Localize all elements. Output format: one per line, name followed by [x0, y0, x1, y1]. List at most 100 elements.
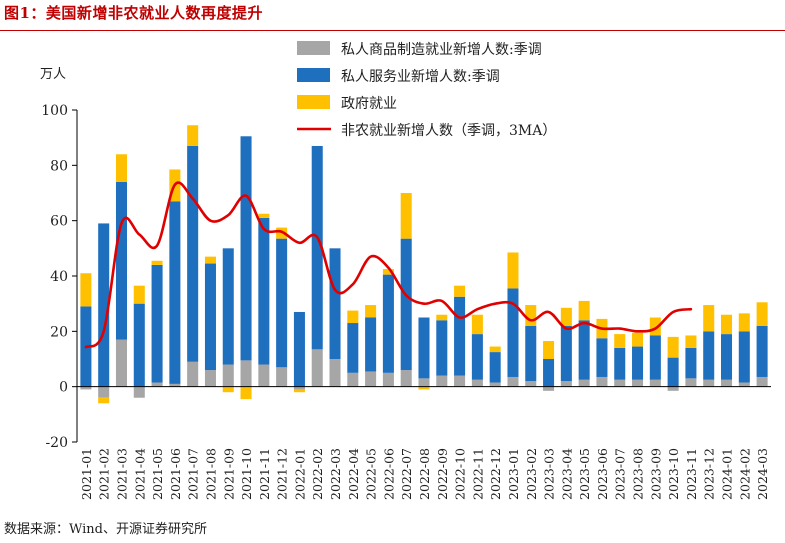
legend: 私人商品制造就业新增人数:季调私人服务业新增人数:季调政府就业非农就业新增人数（…	[297, 41, 556, 139]
bar-government-2022-12	[489, 346, 501, 353]
bar-services-2022-10	[454, 296, 466, 376]
bar-government-2022-10	[454, 285, 466, 297]
bar-services-2021-08	[204, 263, 216, 371]
bar-government-2022-04	[347, 310, 359, 324]
bar-services-2022-01	[293, 311, 305, 387]
bar-manufacturing-2023-03	[543, 386, 555, 391]
bar-government-2021-04	[133, 285, 145, 304]
bar-government-2021-10	[240, 386, 252, 400]
bar-government-2021-11	[258, 213, 270, 218]
bar-services-2024-01	[721, 334, 733, 380]
legend-label-government: 政府就业	[341, 96, 397, 112]
bar-manufacturing-2023-04	[560, 381, 572, 387]
y-tick-label: 0	[59, 380, 68, 396]
bar-services-2021-03	[115, 181, 127, 340]
bar-government-2021-01	[80, 273, 92, 307]
bar-government-2022-11	[471, 314, 483, 335]
bar-manufacturing-2023-09	[649, 379, 661, 387]
bar-manufacturing-2021-10	[240, 360, 252, 387]
x-tick-label: 2021-03	[114, 448, 129, 500]
bar-services-2022-06	[382, 274, 394, 373]
bar-manufacturing-2021-11	[258, 364, 270, 387]
figure-title: 图1：美国新增非农就业人数再度提升	[4, 4, 263, 22]
bar-manufacturing-2021-12	[276, 367, 288, 387]
x-tick-label: 2024-03	[755, 448, 770, 500]
bar-manufacturing-2024-03	[756, 376, 768, 387]
bar-government-2023-11	[685, 335, 697, 348]
bar-manufacturing-2023-02	[525, 381, 537, 387]
legend-swatch-government	[297, 95, 330, 109]
bar-government-2021-02	[98, 397, 110, 404]
bar-services-2024-03	[756, 325, 768, 377]
bar-government-2022-09	[436, 314, 448, 321]
bar-manufacturing-2021-03	[115, 339, 127, 387]
bar-government-2023-02	[525, 305, 537, 326]
bar-manufacturing-2022-02	[311, 349, 323, 387]
bar-manufacturing-2022-07	[400, 370, 412, 387]
bar-services-2023-12	[703, 331, 715, 380]
bar-services-2022-11	[471, 334, 483, 380]
bar-government-2021-08	[204, 256, 216, 264]
bars	[80, 125, 768, 404]
x-tick-label: 2021-04	[132, 448, 147, 500]
bar-services-2023-02	[525, 325, 537, 382]
bar-manufacturing-2023-05	[578, 379, 590, 387]
bar-services-2023-10	[667, 357, 679, 387]
bar-services-2023-06	[596, 338, 608, 377]
bar-services-2021-11	[258, 217, 270, 365]
x-tick-label: 2022-09	[435, 448, 450, 500]
bar-manufacturing-2021-07	[187, 361, 199, 387]
legend-label-services: 私人服务业新增人数:季调	[341, 69, 500, 85]
x-tick-label: 2023-05	[577, 448, 592, 500]
x-tick-label: 2022-11	[470, 448, 485, 500]
bar-services-2021-07	[187, 145, 199, 362]
x-tick-label: 2021-06	[168, 448, 183, 500]
bar-manufacturing-2022-05	[365, 371, 377, 387]
bar-manufacturing-2023-11	[685, 378, 697, 387]
source-note: 数据来源：Wind、开源证券研究所	[4, 522, 207, 537]
bar-manufacturing-2021-09	[222, 364, 234, 387]
x-tick-label: 2021-07	[186, 448, 201, 500]
legend-swatch-services	[297, 68, 330, 82]
x-tick-label: 2022-03	[328, 448, 343, 500]
x-tick-label: 2022-06	[381, 448, 396, 500]
bar-services-2021-02	[98, 223, 110, 387]
bar-services-2023-04	[560, 325, 572, 382]
bar-manufacturing-2022-09	[436, 375, 448, 387]
ma-line	[84, 181, 693, 349]
x-tick-label: 2024-01	[720, 448, 735, 500]
bar-government-2023-05	[578, 300, 590, 321]
bar-services-2021-09	[222, 248, 234, 365]
bar-services-2023-08	[632, 346, 644, 380]
x-tick-label: 2022-04	[346, 448, 361, 500]
bar-services-2021-05	[151, 264, 163, 383]
x-tick-label: 2022-08	[417, 448, 432, 500]
bar-manufacturing-2022-04	[347, 372, 359, 387]
bar-manufacturing-2023-12	[703, 379, 715, 387]
bar-government-2023-04	[560, 307, 572, 326]
y-tick-label: 100	[41, 103, 68, 119]
x-tick-label: 2023-06	[595, 448, 610, 500]
x-tick-label: 2022-12	[488, 448, 503, 500]
bar-services-2021-06	[169, 201, 181, 384]
x-tick-label: 2023-03	[542, 448, 557, 500]
bar-manufacturing-2021-02	[98, 386, 110, 398]
bar-services-2022-04	[347, 323, 359, 373]
x-tick-label: 2022-07	[399, 448, 414, 500]
bar-manufacturing-2022-06	[382, 372, 394, 387]
bar-government-2024-02	[738, 313, 750, 332]
y-tick-label: 80	[50, 158, 68, 174]
x-tick-label: 2021-02	[97, 448, 112, 500]
bar-manufacturing-2024-02	[738, 382, 750, 387]
bar-services-2022-09	[436, 320, 448, 376]
bar-services-2022-08	[418, 317, 430, 379]
bar-government-2024-03	[756, 302, 768, 326]
y-tick-label: -20	[45, 435, 68, 451]
x-tick-label: 2021-05	[150, 448, 165, 500]
bar-services-2023-03	[543, 359, 555, 387]
bar-manufacturing-2024-01	[721, 379, 733, 387]
bar-manufacturing-2023-07	[614, 379, 626, 387]
bar-services-2022-02	[311, 145, 323, 350]
